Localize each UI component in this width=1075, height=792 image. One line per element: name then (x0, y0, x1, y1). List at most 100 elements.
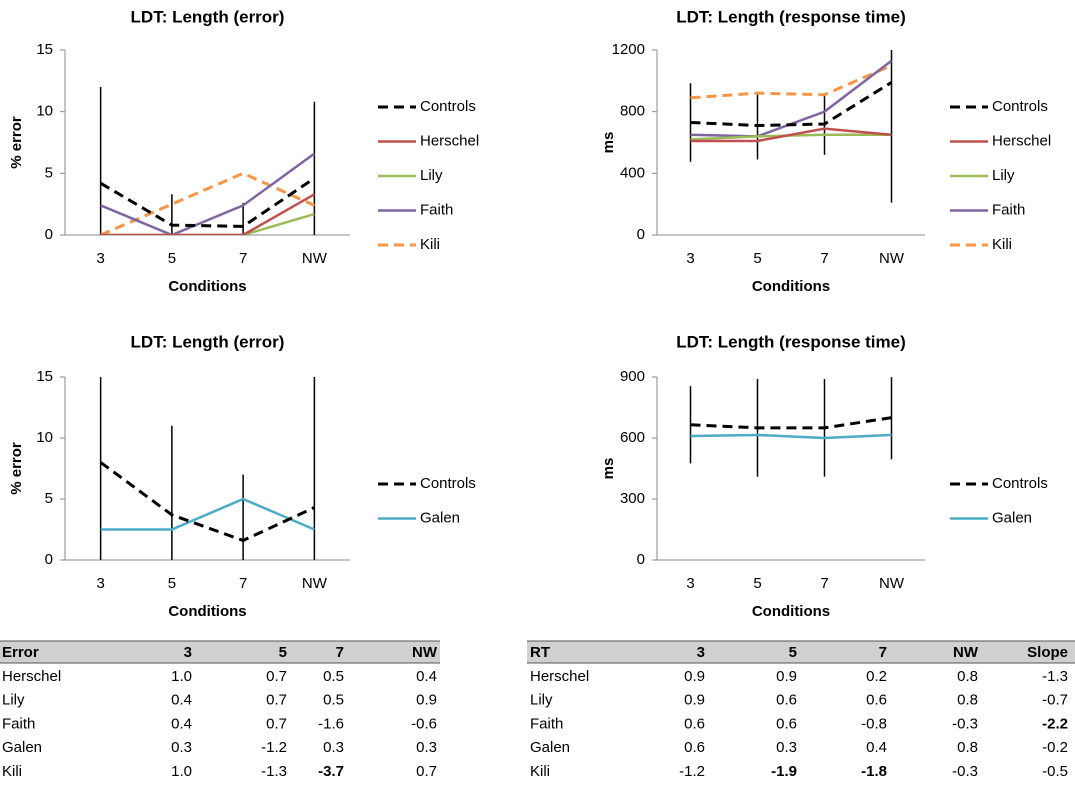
y-tick-label: 0 (45, 226, 53, 243)
x-tick-label: 3 (686, 575, 694, 592)
table-cell: 0.6 (684, 739, 705, 756)
x-tick-label: NW (302, 250, 328, 267)
x-tick-label: 7 (239, 575, 247, 592)
table-cell: 0.6 (776, 692, 797, 709)
table-cell: -1.3 (1042, 668, 1068, 685)
table-cell: 0.4 (416, 668, 437, 685)
plot (689, 377, 893, 477)
table-cell: 0.2 (866, 668, 887, 685)
y-tick-label: 10 (36, 103, 53, 120)
x-tick-label: 3 (686, 250, 694, 267)
legend-label: Herschel (420, 132, 479, 149)
table-cell: -1.2 (261, 739, 287, 756)
series-line (690, 416, 892, 430)
table-cell: -0.5 (1042, 763, 1068, 780)
table-cell: 0.9 (684, 668, 705, 685)
series-line (100, 212, 315, 235)
table-cell: -0.7 (1042, 692, 1068, 709)
x-tick-label: 3 (96, 250, 104, 267)
x-tick-label: 5 (753, 250, 761, 267)
table-cell: 0.5 (323, 668, 344, 685)
table-cell: Herschel (2, 668, 61, 685)
legend-label: Kili (992, 236, 1012, 253)
table-header: NW (953, 644, 979, 661)
table-cell: -0.8 (861, 715, 887, 732)
series-line (690, 81, 893, 128)
x-tick-label: 5 (753, 575, 761, 592)
table-header: Error (2, 644, 39, 661)
y-tick-label: 1200 (612, 41, 645, 58)
table-cell: 0.5 (323, 692, 344, 709)
table-cell: Galen (2, 739, 42, 756)
legend-label: Controls (992, 98, 1048, 115)
table-header: 5 (789, 644, 797, 661)
legend-label: Galen (992, 509, 1032, 526)
table-header: 7 (336, 644, 344, 661)
table-cell: 1.0 (171, 763, 192, 780)
table-header: RT (530, 644, 550, 661)
legend-label: Herschel (992, 132, 1051, 149)
table-header: 3 (697, 644, 705, 661)
legend-label: Lily (420, 167, 443, 184)
x-axis-title: Conditions (168, 278, 246, 295)
table-cell: -3.7 (318, 763, 344, 780)
x-tick-label: 5 (168, 250, 176, 267)
table-cell: 0.7 (266, 692, 287, 709)
table-cell: 0.9 (416, 692, 437, 709)
series-line (690, 64, 893, 100)
table-cell: -1.8 (861, 763, 887, 780)
table-cell: 0.6 (684, 715, 705, 732)
table-cell: -0.2 (1042, 739, 1068, 756)
table-cell: -1.2 (679, 763, 705, 780)
x-axis-title: Conditions (752, 278, 830, 295)
table-cell: 0.8 (957, 739, 978, 756)
legend-label: Faith (420, 201, 453, 218)
x-tick-label: 7 (239, 250, 247, 267)
table-cell: Herschel (530, 668, 589, 685)
series-line (100, 497, 315, 531)
table-cell: 0.4 (866, 739, 887, 756)
table-cell: Lily (2, 692, 25, 709)
x-axis-title: Conditions (168, 603, 246, 620)
table-cell: 0.4 (171, 692, 192, 709)
table-cell: 0.9 (684, 692, 705, 709)
table-header: 7 (879, 644, 887, 661)
x-tick-label: NW (879, 575, 905, 592)
table-header: 5 (279, 644, 287, 661)
x-tick-label: NW (879, 250, 905, 267)
legend-label: Controls (420, 98, 476, 115)
series-line (690, 433, 892, 440)
table-cell: 0.8 (957, 692, 978, 709)
table-cell: 0.6 (776, 715, 797, 732)
y-tick-label: 15 (36, 41, 53, 58)
table-cell: Kili (530, 763, 550, 780)
table-cell: -0.3 (952, 715, 978, 732)
table-cell: 0.3 (776, 739, 797, 756)
series-line (99, 177, 316, 228)
y-axis-title: ms (600, 132, 617, 154)
plot (689, 50, 893, 203)
y-tick-label: 400 (620, 164, 645, 181)
table-cell: -1.9 (771, 763, 797, 780)
y-tick-label: 15 (36, 368, 53, 385)
y-axis-title: % error (8, 116, 25, 169)
table-cell: 0.4 (171, 715, 192, 732)
x-tick-label: NW (302, 575, 328, 592)
table-header: 3 (184, 644, 192, 661)
chart-title: LDT: Length (response time) (676, 332, 906, 351)
x-tick-label: 7 (820, 575, 828, 592)
table-cell: -1.6 (318, 715, 344, 732)
y-axis-title: % error (8, 442, 25, 495)
table-cell: 0.3 (323, 739, 344, 756)
y-tick-label: 5 (45, 164, 53, 181)
series-line (100, 152, 316, 235)
y-tick-label: 0 (637, 226, 645, 243)
x-tick-label: 7 (820, 250, 828, 267)
y-tick-label: 900 (620, 368, 645, 385)
table-header: NW (412, 644, 438, 661)
table-cell: 0.7 (266, 715, 287, 732)
table-cell: Faith (2, 715, 35, 732)
table-cell: -1.3 (261, 763, 287, 780)
y-tick-label: 0 (45, 551, 53, 568)
